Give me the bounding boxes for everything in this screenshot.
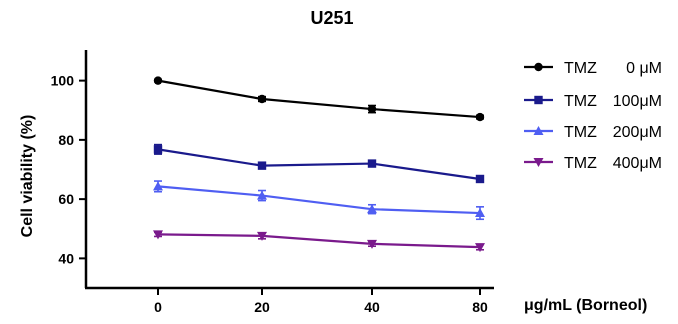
legend-item: TMZ 400μM [524,155,662,172]
series-line [157,233,481,249]
legend-label: TMZ [564,155,597,172]
data-point [257,161,267,170]
y-axis-label: Cell viability (%) [19,115,36,238]
legend-item: TMZ 200μM [524,124,662,141]
data-point [153,181,163,191]
data-point [367,159,377,168]
series-4 [153,230,485,253]
legend-label: TMZ [564,93,597,110]
data-point [153,145,163,154]
data-point [367,104,377,114]
data-point [153,230,163,240]
x-tick-label: 80 [472,299,488,315]
data-point [153,76,163,85]
data-point [257,94,267,104]
y-tick-label: 60 [58,191,74,207]
legend-marker [533,126,544,135]
series-2 [153,143,485,184]
x-tick-label: 20 [254,299,270,315]
x-tick-label: 40 [364,299,380,315]
y-tick-label: 100 [51,73,75,89]
data-point [475,112,485,122]
x-tick-label: 0 [154,299,162,315]
data-point [475,174,485,184]
y-tick-label: 40 [58,250,74,266]
legend-item: TMZ 100μM [524,93,662,110]
legend-marker [534,62,543,72]
data-point [257,231,267,241]
data-point [475,243,485,253]
legend-dose: 200μM [613,124,662,141]
data-point [367,204,377,214]
series-line [157,185,481,215]
legend: TMZ 0 μM TMZ 100μM TMZ 200μM TMZ 400μM [524,60,662,172]
legend-dose: 100μM [613,93,662,110]
series-line [157,148,481,181]
data-point [257,190,267,200]
series-3 [153,180,485,221]
series-1 [153,76,485,122]
legend-label: TMZ [564,124,597,141]
y-tick-label: 80 [58,132,74,148]
plot-area [153,76,485,253]
axis-ticks: 40 60 80 100 0 20 40 80 [51,73,488,315]
legend-item: TMZ 0 μM [524,60,662,77]
legend-label: TMZ [564,60,597,77]
legend-dose: 0 μM [626,60,662,77]
data-point [475,208,485,218]
legend-marker [534,95,543,105]
data-point [367,239,377,249]
x-axis-label: μg/mL (Borneol) [524,297,647,314]
series-line [157,79,481,119]
legend-dose: 400μM [613,155,662,172]
legend-marker [533,158,544,167]
chart-title: U251 [310,8,353,28]
